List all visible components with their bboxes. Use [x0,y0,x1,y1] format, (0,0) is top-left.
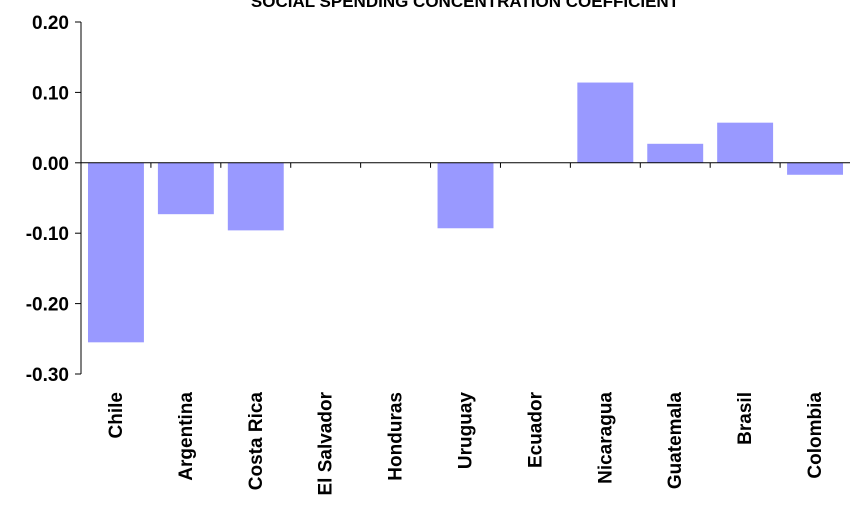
y-axis: 0.20 0.10 0.00 -0.10 -0.20 -0.30 [26,13,81,386]
bar-uruguay [437,162,494,229]
axes [80,22,850,374]
bar-argentina [157,162,214,215]
y-tick-label: 0.00 [32,154,69,175]
y-tick-label: 0.20 [32,13,69,34]
x-tick-label: Nicaragua [595,392,616,484]
y-tick-label: -0.30 [26,365,69,386]
y-tick-label: 0.10 [32,83,69,104]
chart-title: SOCIAL SPENDING CONCENTRATION COEFFICIEN… [251,0,680,11]
x-tick-label: Honduras [386,392,407,481]
x-tick-label: Argentina [176,392,197,481]
x-tick-label: Colombia [805,392,826,479]
x-tick-label: Brasil [735,392,756,445]
y-tick-label: -0.20 [26,295,69,316]
bar-colombia [787,162,844,175]
x-tick-label: Guatemala [665,392,686,490]
bar-brasil [717,122,774,163]
bar-nicaragua [577,82,634,163]
y-tick-label: -0.10 [26,224,69,245]
bar-chile [87,162,144,343]
x-axis-labels: Chile Argentina Costa Rica El Salvador Hondu… [106,391,826,495]
x-tick-label: Chile [106,392,127,438]
x-tick-label: El Salvador [316,391,337,495]
x-tick-label: Costa Rica [246,392,267,491]
x-tick-label: Uruguay [456,392,477,470]
bar-costa-rica [227,162,284,231]
bars [87,82,844,343]
bar-guatemala [647,143,704,163]
x-tick-label: Ecuador [525,391,546,468]
